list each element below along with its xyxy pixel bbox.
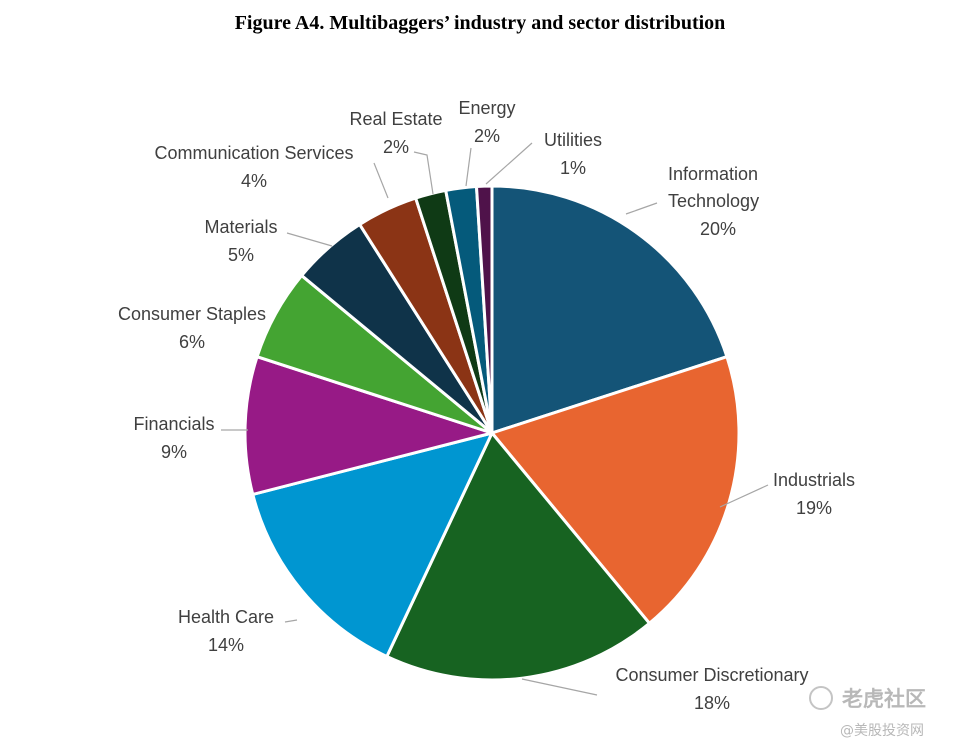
data-label-name-information-technology: Technology (668, 191, 759, 211)
data-label-value-consumer-discretionary: 18% (694, 693, 730, 713)
data-label-value-consumer-staples: 6% (179, 332, 205, 352)
leader-line-health-care (284, 619, 298, 623)
pie-slice-financials (243, 355, 494, 496)
watermark-sub: @美股投资网 (840, 723, 924, 739)
leader-line-real-estate (413, 151, 434, 195)
data-label-value-communication-services: 4% (241, 171, 267, 191)
leader-line-consumer-discretionary (521, 678, 598, 696)
data-label-value-industrials: 19% (796, 498, 832, 518)
watermark-main: 老虎社区 (842, 687, 926, 711)
leader-line-energy (465, 147, 472, 187)
data-label-value-energy: 2% (474, 126, 500, 146)
data-label-value-information-technology: 20% (700, 219, 736, 239)
watermark-logo-icon (809, 686, 833, 710)
data-label-value-financials: 9% (161, 442, 187, 462)
data-label-name-utilities: Utilities (544, 130, 602, 150)
data-label-name-energy: Energy (458, 98, 515, 118)
data-label-value-materials: 5% (228, 245, 254, 265)
data-label-name-industrials: Industrials (773, 470, 855, 490)
data-label-value-real-estate: 2% (383, 137, 409, 157)
pie-slice-consumer-discretionary (385, 431, 651, 682)
data-label-value-health-care: 14% (208, 635, 244, 655)
pie-slice-health-care (251, 431, 494, 658)
data-label-name-health-care: Health Care (178, 607, 274, 627)
chart-title: Figure A4. Multibaggers’ industry and se… (234, 12, 726, 34)
leader-line-information-technology (625, 202, 658, 215)
data-label-name-consumer-staples: Consumer Staples (118, 304, 266, 324)
pie-slice-information-technology (490, 184, 729, 435)
leader-line-materials (286, 232, 333, 247)
data-label-name-real-estate: Real Estate (349, 109, 442, 129)
data-label-name-information-technology: Information (668, 164, 758, 184)
data-label-name-communication-services: Communication Services (154, 143, 353, 163)
data-label-name-consumer-discretionary: Consumer Discretionary (615, 665, 808, 685)
watermark: 老虎社区 @美股投资网 (809, 686, 926, 739)
pie-slice-utilities (474, 184, 494, 435)
leader-line-utilities (485, 142, 533, 185)
data-label-name-financials: Financials (133, 414, 214, 434)
pie-slice-industrials (490, 355, 741, 625)
leader-line-communication-services (373, 162, 389, 199)
data-label-value-utilities: 1% (560, 158, 586, 178)
data-label-name-materials: Materials (204, 217, 277, 237)
leader-line-industrials (719, 484, 769, 508)
